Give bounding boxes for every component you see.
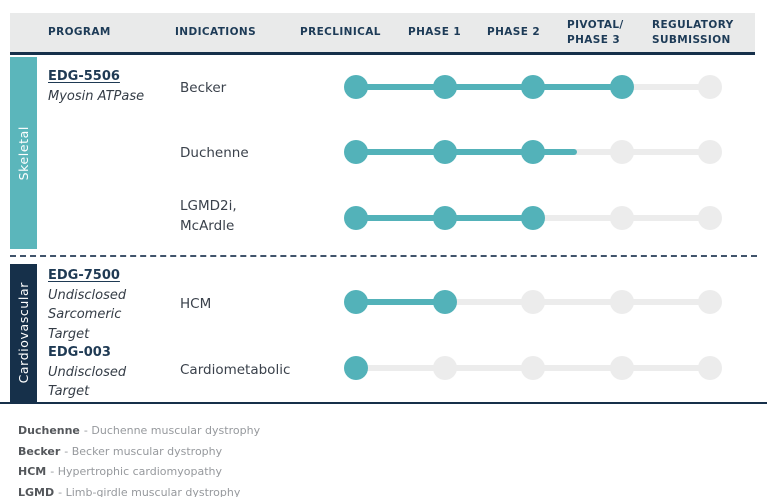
column-header-regulatory-submission: REGULATORY SUBMISSION [652,13,734,52]
column-header-line: SUBMISSION [652,33,731,46]
abbreviation-legend: Duchenne - Duchenne muscular dystrophy Be… [18,424,260,497]
timeline-progress-line [356,149,578,155]
column-header-indications: INDICATIONS [175,26,257,39]
legend-term: Becker [18,444,61,458]
stage-dot-phase-2 [521,140,545,164]
column-header-line: PIVOTAL/ [567,18,624,31]
column-header-preclinical: PRECLINICAL [300,26,381,39]
legend-definition: - Limb-girdle muscular dystrophy [58,486,241,497]
column-header-program: PROGRAM [48,26,111,39]
program-id-link[interactable]: EDG-5506 [48,69,120,84]
timeline-row-hcm [344,290,722,314]
stage-dot-pivotal-phase-3 [609,75,634,99]
program-target: Undisclosed Sarcomeric Target [48,287,127,342]
section-label-skeletal: Skeletal [10,57,37,249]
timeline-progress-line [356,84,622,90]
legend-item: HCM - Hypertrophic cardiomyopathy [18,465,260,478]
timeline-row-cardiometabolic [344,356,722,380]
indication-becker: Becker [180,80,227,96]
stage-dot-phase-2 [521,290,545,314]
stage-dot-phase-2 [521,206,545,230]
legend-definition: - Duchenne muscular dystrophy [83,424,261,437]
stage-dot-regulatory-submission [698,75,722,99]
legend-item: LGMD - Limb-girdle muscular dystrophy [18,486,260,497]
stage-dot-preclinical [344,75,368,99]
stage-dot-phase-1 [432,206,457,230]
legend-definition: - Becker muscular dystrophy [64,444,223,458]
stage-dot-preclinical [344,290,368,314]
legend-term: HCM [18,465,47,479]
stage-dot-preclinical [344,356,368,380]
legend-term: Duchenne [18,424,80,437]
table-header: PROGRAM INDICATIONS PRECLINICAL PHASE 1 … [10,13,755,55]
section-label-text: Cardiovascular [16,282,31,384]
indication-hcm: HCM [180,296,212,312]
indication-lgmd2i-mcardle: LGMD2i, McArdle [180,198,237,235]
section-divider [10,255,757,257]
program-id: EDG-003 [48,345,111,360]
program-edg-7500: EDG-7500 Undisclosed Sarcomeric Target [48,266,153,344]
timeline-row-duchenne [344,140,722,164]
column-header-line: REGULATORY [652,18,734,31]
stage-dot-phase-1 [432,140,457,164]
stage-dot-phase-1 [432,290,457,314]
stage-dot-regulatory-submission [698,140,722,164]
timeline-row-lgmd2i-mcardle [344,206,722,230]
stage-dot-pivotal-phase-3 [609,140,634,164]
stage-dot-regulatory-submission [698,356,722,380]
program-edg-5506: EDG-5506 Myosin ATPase [48,67,173,106]
column-header-phase-1: PHASE 1 [408,26,462,39]
timeline-progress-line [356,299,445,305]
legend-item: Becker - Becker muscular dystrophy [18,445,260,458]
stage-dot-pivotal-phase-3 [609,290,634,314]
indication-cardiometabolic: Cardiometabolic [180,362,291,378]
column-header-pivotal-phase-3: PIVOTAL/ PHASE 3 [567,13,624,52]
stage-dot-pivotal-phase-3 [609,206,634,230]
stage-dot-preclinical [344,206,368,230]
program-edg-003: EDG-003 Undisclosed Target [48,343,153,402]
program-id-link[interactable]: EDG-7500 [48,268,120,283]
stage-dot-regulatory-submission [698,206,722,230]
timeline-row-becker [344,75,722,99]
stage-dot-pivotal-phase-3 [609,356,634,380]
stage-dot-phase-2 [521,356,545,380]
stage-dot-preclinical [344,140,368,164]
indication-duchenne: Duchenne [180,145,249,161]
legend-definition: - Hypertrophic cardiomyopathy [50,465,222,479]
stage-dot-phase-1 [432,356,457,380]
legend-term: LGMD [18,486,55,497]
legend-item: Duchenne - Duchenne muscular dystrophy [18,424,260,437]
stage-dot-regulatory-submission [698,290,722,314]
section-label-cardiovascular: Cardiovascular [10,264,37,402]
chart-bottom-border [0,402,767,404]
column-header-line: PHASE 3 [567,33,621,46]
stage-dot-phase-1 [432,75,457,99]
program-target: Myosin ATPase [48,88,145,104]
column-header-phase-2: PHASE 2 [487,26,541,39]
stage-dot-phase-2 [521,75,545,99]
section-label-text: Skeletal [16,125,31,181]
program-target: Undisclosed Target [48,364,127,400]
